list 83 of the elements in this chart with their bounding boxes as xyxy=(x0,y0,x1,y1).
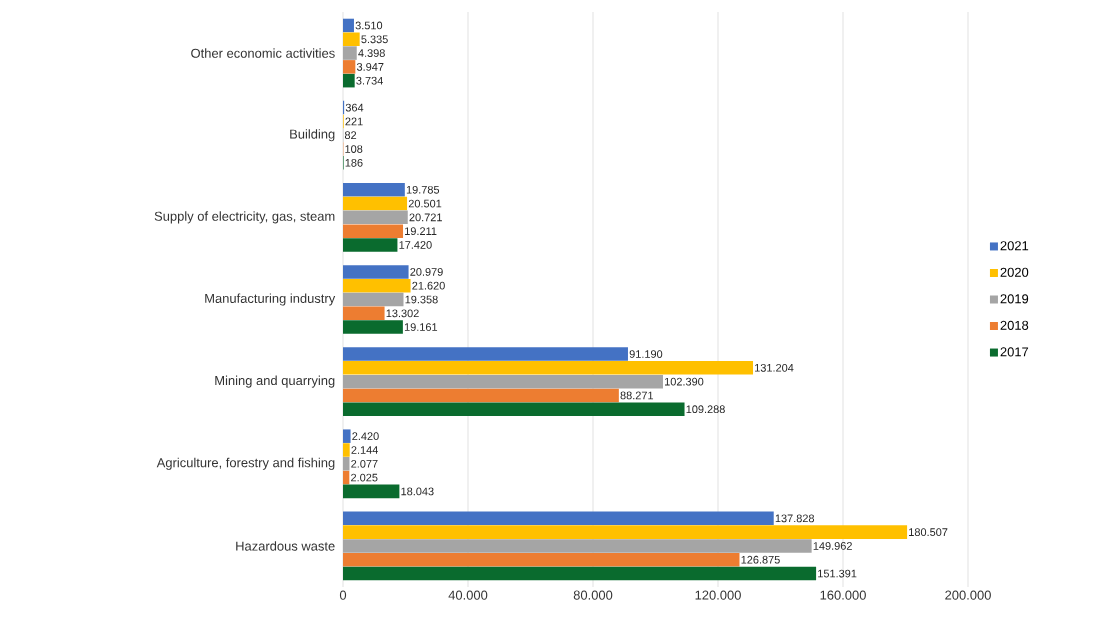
x-tick-label: 120.000 xyxy=(695,590,741,600)
legend-label: 2019 xyxy=(1000,294,1029,304)
bar xyxy=(343,32,360,47)
bar xyxy=(343,388,619,403)
bar xyxy=(343,443,350,457)
y-tick-label: Other economic activities xyxy=(191,48,335,58)
bar xyxy=(343,511,774,526)
data-label: 108 xyxy=(345,145,363,153)
bar xyxy=(343,306,385,321)
data-label: 102.390 xyxy=(665,377,704,386)
data-label: 2.077 xyxy=(351,459,378,468)
data-label: 91.190 xyxy=(629,350,663,358)
data-label: 19.161 xyxy=(404,323,438,331)
data-label: 2.420 xyxy=(352,432,379,441)
data-label: 18.043 xyxy=(401,487,434,496)
data-label: 13.302 xyxy=(386,309,419,318)
data-label: 3.510 xyxy=(355,21,383,30)
data-label: 17.420 xyxy=(399,241,432,249)
bar xyxy=(343,210,408,225)
y-tick-label: Agriculture, forestry and fishing xyxy=(156,457,335,470)
bar xyxy=(343,292,404,307)
bar xyxy=(343,374,663,389)
bar xyxy=(343,46,357,60)
bar xyxy=(343,361,754,375)
y-tick-label: Mining and quarrying xyxy=(215,375,335,388)
bar xyxy=(343,18,354,33)
data-label: 19.211 xyxy=(405,227,437,236)
bar xyxy=(343,265,409,279)
data-label: 20.501 xyxy=(408,199,442,208)
bar xyxy=(343,525,908,539)
data-label: 2.025 xyxy=(351,473,378,482)
y-tick-label: Building xyxy=(290,129,335,142)
bar xyxy=(343,457,350,471)
bar xyxy=(343,402,685,416)
data-label: 3.734 xyxy=(356,76,383,85)
bar xyxy=(343,552,740,567)
x-tick-label: 80.000 xyxy=(573,590,613,600)
data-label: 20.721 xyxy=(409,213,442,222)
bar xyxy=(343,347,628,361)
x-tick-label: 200.000 xyxy=(945,590,991,600)
bar xyxy=(343,60,356,74)
data-label: 4.398 xyxy=(358,49,385,57)
bar xyxy=(343,539,812,553)
bar xyxy=(343,566,817,581)
legend-label: 2018 xyxy=(1000,320,1029,330)
bar xyxy=(343,470,350,485)
data-label: 109.288 xyxy=(686,405,725,414)
x-tick-label: 0 xyxy=(339,590,347,600)
bar xyxy=(343,429,351,443)
legend-label: 2017 xyxy=(1000,347,1029,357)
bar xyxy=(343,238,398,252)
data-label: 5.335 xyxy=(361,35,388,44)
y-tick-label: Manufacturing industry xyxy=(205,293,336,306)
data-label: 19.358 xyxy=(405,295,438,304)
data-label: 21.620 xyxy=(412,281,445,290)
data-label: 2.144 xyxy=(351,446,378,454)
data-label: 20.979 xyxy=(410,268,443,276)
data-label: 126.875 xyxy=(741,555,780,564)
data-label: 82 xyxy=(344,131,357,140)
data-label: 221 xyxy=(345,117,363,126)
data-label: 364 xyxy=(345,103,364,112)
bar xyxy=(343,224,404,238)
data-label: 137.828 xyxy=(775,514,815,523)
bar xyxy=(343,73,355,88)
bar xyxy=(343,484,400,499)
data-label: 3.947 xyxy=(356,63,384,71)
data-label: 19.785 xyxy=(406,185,440,194)
data-label: 186 xyxy=(345,158,363,167)
bar xyxy=(343,278,411,293)
data-label: 131.204 xyxy=(755,363,794,372)
data-label: 88.271 xyxy=(620,391,654,400)
y-tick-label: Supply of electricity, gas, steam xyxy=(154,211,335,224)
data-label: 149.962 xyxy=(813,542,852,550)
data-label: 180.507 xyxy=(909,528,948,537)
bar xyxy=(343,196,408,211)
bar xyxy=(343,182,405,197)
bar xyxy=(343,320,403,334)
legend-label: 2020 xyxy=(1000,267,1029,277)
y-tick-label: Hazardous waste xyxy=(236,541,335,551)
legend-label: 2021 xyxy=(1000,241,1029,251)
data-label: 151.391 xyxy=(818,569,857,578)
x-tick-label: 160.000 xyxy=(820,590,866,600)
x-tick-label: 40.000 xyxy=(448,590,488,600)
